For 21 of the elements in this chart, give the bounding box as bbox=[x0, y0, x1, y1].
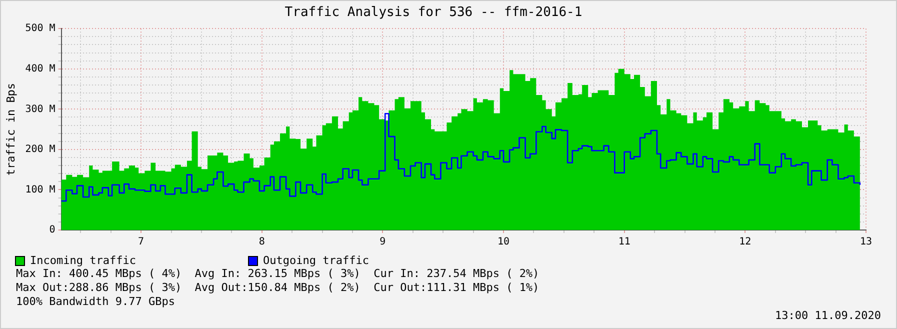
y-tick-label: 500 M bbox=[25, 23, 56, 34]
text: Max In: 400.45 MBps ( 4%) Avg In: 263.15 MBps ( 3%) Cur In: 237.54 MBps ( 2%) bbox=[16, 267, 540, 281]
y-axis-title: traffic in Bps bbox=[4, 82, 18, 176]
x-tick-label: 10 bbox=[498, 236, 510, 248]
y-tick-label: 300 M bbox=[25, 104, 56, 115]
y-tick-label: 400 M bbox=[25, 63, 56, 74]
text: 100% Bandwidth 9.77 GBps bbox=[16, 295, 176, 309]
x-tick-label: 8 bbox=[258, 236, 265, 248]
y-tick-label: 100 M bbox=[25, 184, 56, 196]
x-tick-label: 11 bbox=[618, 236, 630, 248]
text: Incoming traffic bbox=[30, 254, 136, 268]
x-tick-label: 13 bbox=[860, 236, 872, 248]
y-tick-label: 200 M bbox=[25, 144, 56, 156]
y-tick-label: 0 bbox=[49, 224, 56, 236]
legend-label: Outgoing traffic bbox=[263, 254, 369, 268]
text: 13:00 11.09.2020 bbox=[775, 309, 881, 323]
chart-title: Traffic Analysis for 536 -- ffm-2016-1 bbox=[284, 5, 582, 20]
x-tick-label: 9 bbox=[380, 236, 386, 248]
x-tick-label: 7 bbox=[138, 236, 144, 248]
x-tick-label: 12 bbox=[739, 236, 752, 248]
text: Max Out:288.86 MBps ( 3%) Avg Out:150.84 MBps ( 2%) Cur Out:111.31 MBps ( 1%) bbox=[16, 281, 540, 295]
